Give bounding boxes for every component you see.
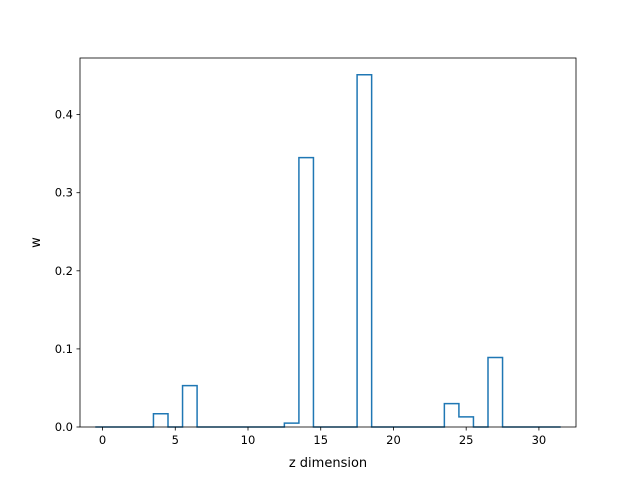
x-tick-label-5: 5: [172, 433, 179, 447]
y-tick-label-4: 0.4: [55, 108, 73, 122]
y-axis-ticks: 0.0 0.1 0.2 0.3 0.4: [55, 108, 80, 434]
x-tick-label-10: 10: [241, 433, 256, 447]
x-axis-label: z dimension: [289, 456, 367, 471]
x-tick-label-0: 0: [99, 433, 106, 447]
y-axis-label: w: [29, 237, 44, 248]
x-tick-label-25: 25: [459, 433, 474, 447]
y-tick-label-0: 0.0: [55, 420, 73, 434]
y-tick-label-1: 0.1: [55, 342, 73, 356]
y-tick-label-2: 0.2: [55, 264, 73, 278]
x-tick-label-30: 30: [532, 433, 547, 447]
y-tick-label-3: 0.3: [55, 186, 73, 200]
x-tick-label-15: 15: [313, 433, 328, 447]
x-axis-ticks: 0 5 10 15 20 25 30: [99, 427, 546, 447]
axes-frame: [79, 57, 577, 428]
x-tick-label-20: 20: [386, 433, 401, 447]
